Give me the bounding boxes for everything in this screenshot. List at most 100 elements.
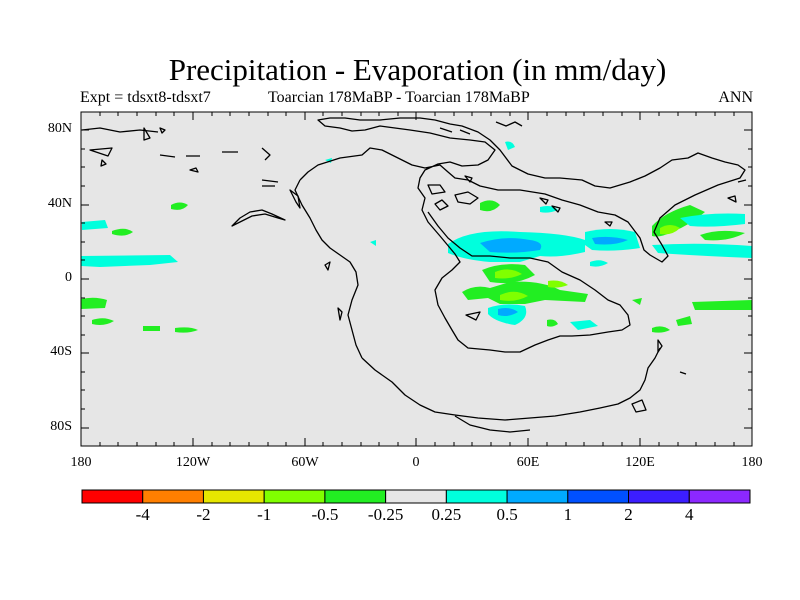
coastline-segment	[454, 415, 531, 433]
coastline-segment	[539, 197, 561, 213]
anomaly-patch	[590, 260, 608, 267]
anomaly-patch	[81, 255, 178, 267]
coastline-segment	[657, 339, 663, 353]
coastline-segment	[89, 147, 113, 157]
colorbar-swatch	[445, 489, 508, 504]
colorbar-label: 2	[624, 505, 633, 524]
colorbar-label: 1	[563, 505, 573, 524]
lat-label: 40S	[50, 344, 72, 359]
coastline-segment	[261, 179, 279, 187]
lon-label: 120E	[625, 455, 655, 470]
anomaly-patch	[505, 141, 515, 150]
coastline-segment	[337, 307, 343, 321]
lat-label: 80S	[50, 419, 72, 434]
anomaly-patch	[171, 202, 188, 210]
anomaly-patch	[498, 308, 518, 316]
anomaly-patch	[676, 316, 692, 326]
coastline-segment	[465, 311, 481, 321]
colorbar-swatch	[688, 489, 751, 504]
lat-label: 40N	[47, 196, 72, 211]
colorbar-swatch	[142, 489, 204, 504]
anomaly-patch	[370, 240, 376, 246]
coastline-segment	[434, 199, 449, 211]
coastline-segment	[100, 159, 107, 167]
anomaly-patch	[680, 213, 745, 227]
lon-label: 60E	[516, 455, 540, 470]
anomaly-patch	[462, 281, 588, 304]
anomaly-patch	[175, 327, 198, 333]
colorbar-label: 0.5	[496, 505, 518, 524]
colorbar-label: -0.5	[311, 505, 339, 524]
coastline-segment	[631, 399, 647, 413]
colorbar-swatch	[81, 489, 144, 504]
colorbar-swatch	[263, 489, 326, 504]
colorbar-label: -2	[196, 505, 211, 524]
colorbar-label: 0.25	[431, 505, 462, 524]
anomaly-patch	[547, 319, 558, 327]
lon-ticks	[80, 112, 753, 446]
axis-ticks	[80, 112, 753, 446]
coastline-segment	[289, 189, 301, 209]
colorbar-label: 4	[685, 505, 694, 524]
coastline-segment	[454, 191, 479, 205]
colorbar-label: -1	[257, 505, 272, 524]
anomaly-patch	[692, 300, 752, 310]
map-background	[81, 112, 752, 446]
anomaly-patch	[112, 228, 133, 236]
pangaea-west-coast	[294, 179, 363, 359]
coastline-segment	[143, 127, 151, 141]
colorbar-label: -4	[135, 505, 150, 524]
plot-title: Precipitation - Evaporation (in mm/day)	[168, 52, 667, 87]
colorbar-swatch	[506, 489, 569, 504]
anomaly-patch	[81, 297, 107, 309]
coastline-segment	[159, 151, 238, 158]
colorbar-swatch	[628, 489, 690, 504]
lon-label: 120W	[175, 455, 211, 470]
anomaly-patch	[700, 230, 745, 241]
coastline-segment	[261, 147, 271, 161]
anomaly-patch	[652, 326, 670, 333]
colorbar-swatch	[567, 489, 630, 504]
lon-label: 180	[741, 455, 763, 470]
coastline-segment	[231, 209, 286, 227]
anomaly-patch	[592, 236, 628, 245]
coastline-segment	[439, 127, 471, 135]
lon-label: 60W	[291, 455, 319, 470]
anomaly-patch	[570, 320, 598, 330]
season-label: ANN	[718, 89, 753, 106]
coastline-segment	[495, 121, 523, 127]
pangaea-south-coast	[361, 347, 661, 421]
anomaly-patch	[495, 269, 522, 279]
anomaly-patch	[92, 318, 114, 325]
coastline-segment	[189, 167, 199, 173]
lon-label: 0	[412, 455, 420, 470]
colorbar-swatch	[324, 489, 387, 504]
period-label: Toarcian 178MaBP - Toarcian 178MaBP	[268, 89, 530, 106]
experiment-label: Expt = tdsxt8-tdsxt7	[80, 89, 211, 106]
coastline-segment	[427, 184, 446, 195]
coastline-segment	[679, 371, 687, 375]
anomaly-patch	[548, 280, 568, 288]
lon-minor-ticks	[99, 112, 735, 446]
coastline-segment	[464, 175, 473, 183]
colorbar	[81, 489, 751, 504]
anomaly-patch	[660, 225, 680, 235]
anomaly-patch	[480, 200, 500, 212]
colorbar-swatch	[202, 489, 265, 504]
coastline-segment	[159, 127, 166, 134]
coastline-segment	[604, 221, 613, 227]
anomaly-patch	[480, 238, 542, 253]
colorbar-swatch	[385, 489, 447, 504]
coastline-segment	[727, 179, 747, 203]
lat-label: 0	[65, 270, 72, 285]
anomaly-patch	[143, 326, 160, 331]
anomaly-patch	[652, 243, 752, 258]
lon-label: 180	[70, 455, 92, 470]
pangaea-coastline	[299, 117, 746, 353]
lat-ticks	[81, 129, 752, 429]
anomaly-patch	[82, 220, 108, 230]
anomaly-patch	[632, 298, 642, 305]
field-shading	[81, 141, 752, 333]
colorbar-label: -0.25	[367, 505, 404, 524]
